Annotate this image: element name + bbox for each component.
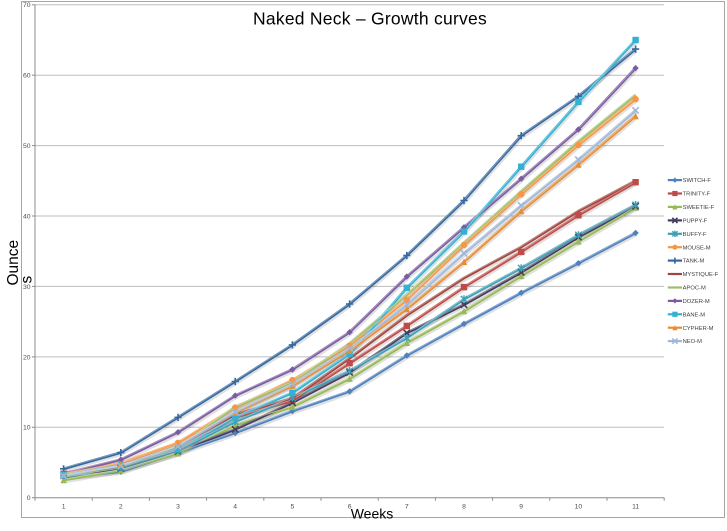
svg-text:BUFFY-F: BUFFY-F <box>683 232 707 238</box>
svg-text:30: 30 <box>23 284 31 291</box>
svg-text:MYSTIQUE-F: MYSTIQUE-F <box>683 272 719 278</box>
svg-text:11: 11 <box>632 504 639 511</box>
svg-text:NEO-M: NEO-M <box>683 339 702 345</box>
svg-text:Weeks: Weeks <box>351 506 394 522</box>
svg-text:s: s <box>19 276 36 284</box>
svg-text:2: 2 <box>119 504 123 511</box>
svg-text:DOZER-M: DOZER-M <box>683 299 710 305</box>
svg-text:70: 70 <box>23 2 31 9</box>
svg-text:0: 0 <box>27 495 31 502</box>
svg-text:1: 1 <box>62 504 66 511</box>
svg-text:TANK-M: TANK-M <box>683 259 705 265</box>
svg-text:50: 50 <box>23 143 31 150</box>
svg-text:SWITCH-F: SWITCH-F <box>683 178 712 184</box>
svg-text:Ounce: Ounce <box>5 240 22 286</box>
svg-text:8: 8 <box>462 504 466 511</box>
svg-text:3: 3 <box>176 504 180 511</box>
svg-text:10: 10 <box>23 425 31 432</box>
svg-text:APOC-M: APOC-M <box>683 286 706 292</box>
svg-text:MOUSE-M: MOUSE-M <box>683 245 711 251</box>
svg-text:5: 5 <box>291 504 295 511</box>
svg-text:SWEETIE-F: SWEETIE-F <box>683 205 715 211</box>
svg-text:6: 6 <box>348 504 352 511</box>
svg-text:PUPPY-F: PUPPY-F <box>683 219 708 225</box>
svg-text:7: 7 <box>405 504 409 511</box>
svg-text:60: 60 <box>23 73 31 80</box>
svg-text:TRINITY-F: TRINITY-F <box>683 192 711 198</box>
svg-text:CYPHER-M: CYPHER-M <box>683 326 714 332</box>
svg-text:20: 20 <box>23 354 31 361</box>
svg-text:10: 10 <box>575 504 583 511</box>
svg-text:4: 4 <box>233 504 237 511</box>
svg-text:9: 9 <box>519 504 523 511</box>
svg-text:Naked Neck – Growth curves: Naked Neck – Growth curves <box>253 9 487 29</box>
svg-text:BANE-M: BANE-M <box>683 312 706 318</box>
svg-text:40: 40 <box>23 213 31 220</box>
